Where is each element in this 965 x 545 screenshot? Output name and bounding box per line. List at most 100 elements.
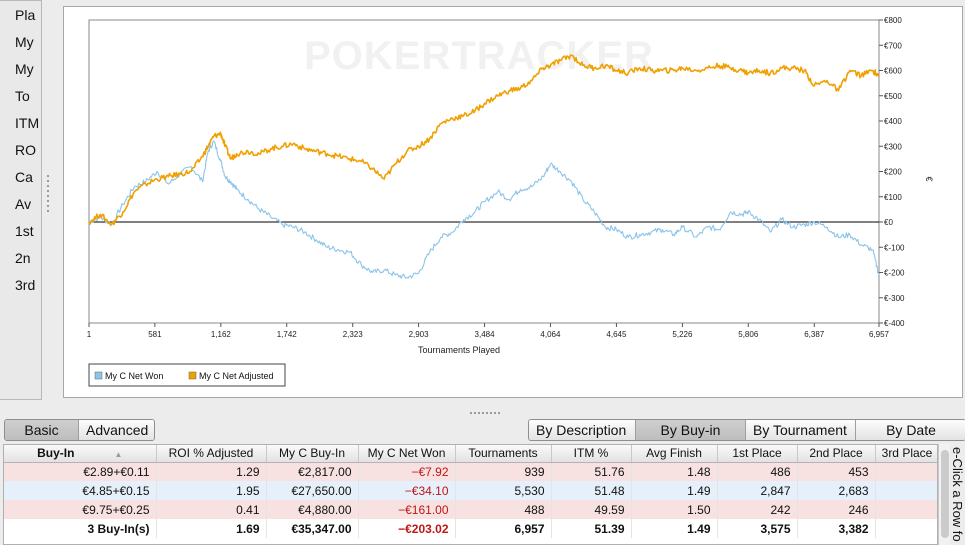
legend-swatch (188, 371, 197, 380)
y-tick-label: €100 (884, 193, 902, 202)
table-cell: −€7.92 (358, 462, 456, 481)
table-cell (875, 481, 937, 500)
x-tick-label: 1,162 (211, 330, 232, 339)
column-header-itm[interactable]: ITM % (551, 445, 632, 463)
table-cell: 1.49 (631, 519, 718, 538)
stats-panel: Pla My My To ITM RO Ca Av 1st 2n 3rd (0, 0, 42, 400)
table-cell: 51.39 (551, 519, 632, 538)
y-tick-label: €-400 (884, 319, 905, 328)
tab-basic[interactable]: Basic (5, 420, 79, 440)
x-tick-label: 2,323 (343, 330, 364, 339)
stat-label: RO (15, 142, 36, 158)
table-cell (875, 500, 937, 519)
column-header-buy-in[interactable]: Buy-In ▲ (4, 445, 157, 463)
table-cell: 1.48 (631, 462, 718, 481)
table-cell: −€34.10 (358, 481, 456, 500)
column-header-3rd-place[interactable]: 3rd Place (875, 445, 937, 463)
legend-label: My C Net Adjusted (199, 371, 274, 381)
column-header-tournaments[interactable]: Tournaments (455, 445, 552, 463)
y-tick-label: €500 (884, 92, 902, 101)
table-cell: 939 (455, 462, 552, 481)
table-cell: 3,575 (717, 519, 798, 538)
table-cell: €9.75+€0.25 (4, 500, 157, 519)
table-total-row[interactable]: 3 Buy-In(s) 1.69 €35,347.00 −€203.02 6,957 51… (4, 519, 937, 538)
tab-by-tournament[interactable]: By Tournament (746, 420, 856, 440)
tab-by-description[interactable]: By Description (529, 420, 636, 440)
table-cell: €4.85+€0.15 (4, 481, 157, 500)
legend-label: My C Net Won (105, 371, 163, 381)
table-row[interactable]: €9.75+€0.25 0.41 €4,880.00 −€161.00 488 49.59… (4, 500, 937, 519)
net-won-line (88, 140, 880, 279)
table-row[interactable]: €4.85+€0.15 1.95 €27,650.00 −€34.10 5,530 51.… (4, 481, 937, 500)
stat-label: Av (15, 196, 32, 212)
table-cell: €27,650.00 (266, 481, 359, 500)
column-header-roi-adjusted[interactable]: ROI % Adjusted (156, 445, 267, 463)
buy-in-table: Buy-In ▲ ROI % Adjusted My C Buy-In My C … (3, 444, 938, 545)
table-cell: 1.50 (631, 500, 718, 519)
x-axis-label: Tournaments Played (418, 345, 500, 355)
table-cell: 49.59 (551, 500, 632, 519)
table-cell: −€203.02 (358, 519, 456, 538)
table-cell: 1.69 (156, 519, 267, 538)
table-cell: 3 Buy-In(s) (4, 519, 157, 538)
column-header-my-c-buy-in[interactable]: My C Buy-In (266, 445, 359, 463)
x-tick-label: 4,645 (606, 330, 627, 339)
legend-swatch (94, 371, 103, 380)
table-scrollbar[interactable] (938, 444, 950, 545)
group-by-tabs: By Description By Buy-in By Tournament B… (528, 419, 965, 441)
table-cell: 488 (455, 500, 552, 519)
y-axis-label: € (924, 176, 934, 181)
y-tick-label: €200 (884, 168, 902, 177)
table-cell: 2,847 (717, 481, 798, 500)
column-header-avg-finish[interactable]: Avg Finish (631, 445, 718, 463)
net-adjusted-line (88, 54, 880, 226)
x-tick-label: 6,957 (869, 330, 890, 339)
x-tick-label: 5,226 (672, 330, 693, 339)
legend-box (88, 363, 286, 387)
column-header-2nd-place[interactable]: 2nd Place (797, 445, 876, 463)
x-tick-label: 6,387 (804, 330, 825, 339)
table-cell: 3,382 (797, 519, 876, 538)
x-tick-label: 3,484 (475, 330, 496, 339)
table-cell: −€161.00 (358, 500, 456, 519)
line-chart: POKERTRACKER €800 €700 €600 €500 €400 €300 €200… (87, 16, 934, 387)
table-cell: 51.76 (551, 462, 632, 481)
stat-label: ITM (15, 115, 40, 131)
table-cell: 0.41 (156, 500, 267, 519)
table-cell: €35,347.00 (266, 519, 359, 538)
table-cell: 51.48 (551, 481, 632, 500)
table-cell (875, 462, 937, 481)
table-cell: 5,530 (455, 481, 552, 500)
stat-label: 3rd (15, 277, 36, 293)
sort-ascending-icon: ▲ (114, 450, 123, 460)
column-header-1st-place[interactable]: 1st Place (717, 445, 798, 463)
table-cell: 6,957 (455, 519, 552, 538)
column-header-my-c-net-won[interactable]: My C Net Won (358, 445, 456, 463)
table-cell: 453 (797, 462, 876, 481)
panel-splitter-vertical[interactable] (46, 175, 50, 215)
stat-label: Ca (15, 169, 33, 185)
x-tick-label: 1 (87, 330, 92, 339)
y-tick-label: €-200 (884, 269, 905, 278)
table-row[interactable]: €2.89+€0.11 1.29 €2,817.00 −€7.92 939 51.76 1.… (4, 462, 937, 481)
table-cell: 1.49 (631, 481, 718, 500)
tab-by-date[interactable]: By Date (856, 420, 965, 440)
y-tick-label: €400 (884, 117, 902, 126)
x-tick-label: 2,903 (409, 330, 430, 339)
table-cell: €2.89+€0.11 (4, 462, 157, 481)
tab-advanced[interactable]: Advanced (79, 420, 154, 440)
tab-by-buy-in[interactable]: By Buy-in (636, 420, 746, 440)
side-hint-text: e-Click a Row fo (950, 447, 965, 542)
stats-mode-tabs: Basic Advanced (4, 419, 155, 441)
y-tick-label: €700 (884, 41, 902, 50)
panel-splitter-horizontal[interactable] (470, 412, 502, 416)
scrollbar-thumb[interactable] (941, 450, 949, 538)
side-hint: e-Click a Row fo (950, 447, 965, 545)
y-tick-label: €-300 (884, 294, 905, 303)
table-cell: €2,817.00 (266, 462, 359, 481)
y-tick-label: €-100 (884, 243, 905, 252)
stat-label: To (15, 88, 30, 104)
table-cell (875, 519, 937, 538)
stat-label: 2n (15, 250, 31, 266)
results-graph: POKERTRACKER €800 €700 €600 €500 €400 €300 €200… (63, 6, 963, 398)
